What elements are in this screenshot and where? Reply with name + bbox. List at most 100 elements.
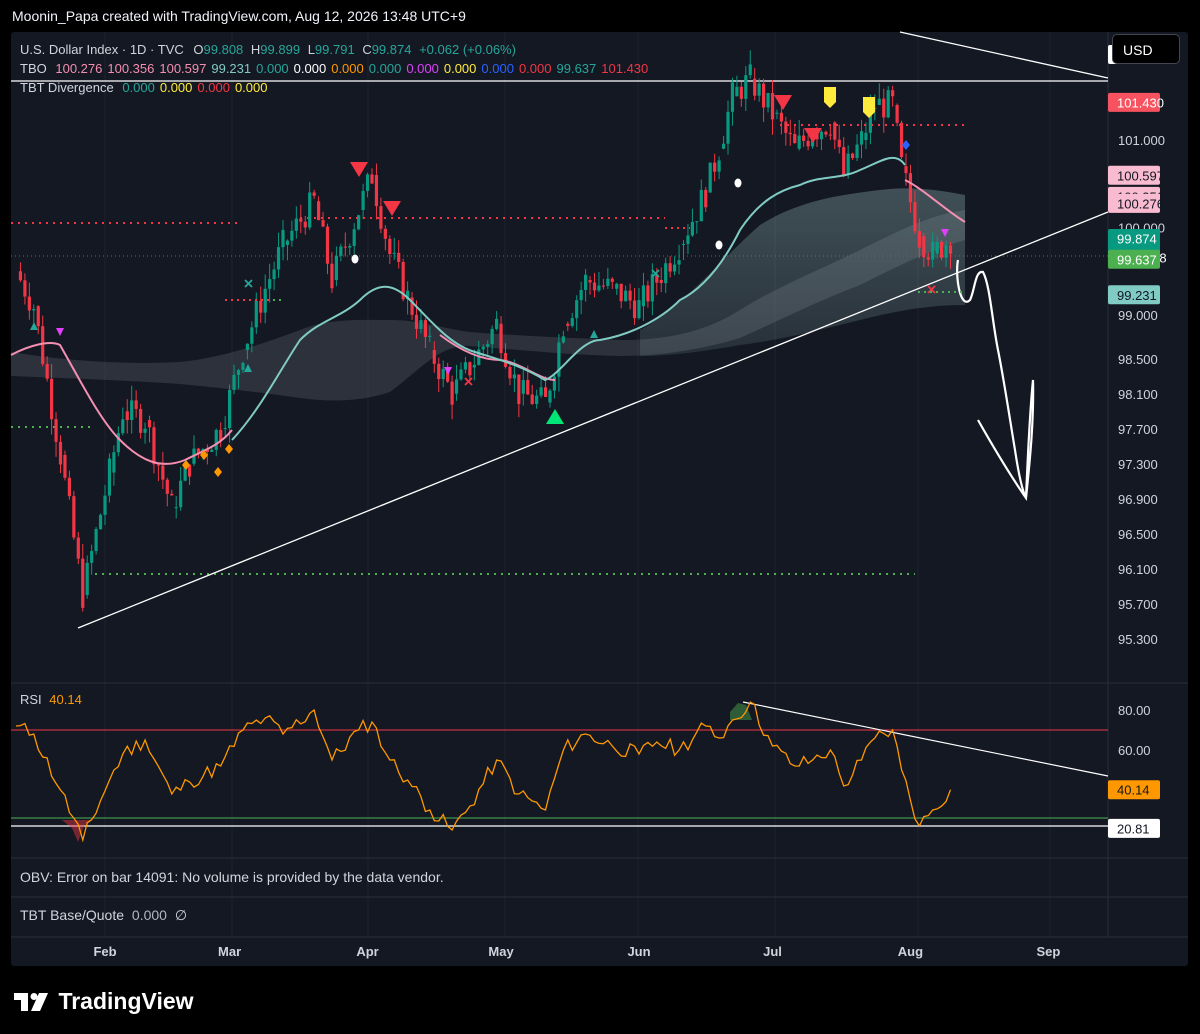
candle-body [27, 296, 31, 311]
candle-body [179, 480, 183, 508]
candle-body [851, 153, 855, 159]
chart-frame[interactable] [11, 32, 1188, 966]
rsi-overbought-fill [730, 703, 752, 720]
candle-body [824, 131, 828, 135]
tbt-base-pane[interactable]: TBT Base/Quote 0.000 ∅ [20, 907, 187, 924]
candle-body [423, 320, 427, 337]
candle-body [904, 166, 908, 174]
candle-body [859, 131, 864, 145]
candle-body [668, 263, 672, 272]
rsi-axis-ticks: 80.00 60.00 [1118, 703, 1151, 758]
candle-body [401, 261, 405, 300]
candle-body [917, 231, 921, 248]
tradingview-logo[interactable]: TradingView [14, 988, 194, 1015]
price-tick-label: 99.000 [1118, 308, 1158, 323]
time-tick-label: Aug [898, 944, 923, 959]
tbt-value: 0.000 [197, 80, 230, 95]
candle-body [624, 290, 628, 302]
rsi-axis-labels: 40.14 20.81 [1108, 780, 1160, 838]
candle-body [183, 464, 187, 481]
tbt-value: 0.000 [234, 80, 268, 95]
candle-body [690, 221, 694, 236]
candle-body [793, 134, 797, 144]
legend-tbo-label[interactable]: TBO [20, 61, 47, 76]
price-tick-label: 95.700 [1118, 597, 1158, 612]
candle-body [561, 336, 565, 343]
legend-tbt-row[interactable]: TBT Divergence 0.000 0.000 0.000 0.000 [20, 78, 648, 97]
sell-triangle-marker [804, 128, 822, 143]
time-tick-label: Jul [763, 944, 782, 959]
candle-body [228, 389, 232, 429]
rsi-pane [11, 701, 1109, 843]
candle-body [214, 429, 218, 450]
candle-body [868, 108, 872, 133]
candle-body [695, 221, 699, 223]
candle-body [721, 143, 726, 149]
candle-body [36, 306, 40, 327]
candle-body [770, 92, 775, 120]
candle-body [437, 363, 441, 380]
candle-body [232, 374, 236, 390]
legend-tbt-values: 0.000 0.000 0.000 0.000 [117, 80, 267, 95]
price-label: 100.597 [1108, 165, 1164, 185]
candle-body [432, 350, 436, 364]
price-label-value: 100.597 [1117, 168, 1164, 183]
candle-body [454, 379, 459, 394]
legend-main-row[interactable]: U.S. Dollar Index · 1D · TVC O99.808 H99… [20, 40, 648, 59]
candle-body [174, 507, 178, 509]
candle-body [592, 282, 597, 291]
price-tick-label: 98.500 [1118, 352, 1158, 367]
tbo-value: 100.356 [107, 61, 155, 76]
tradingview-logo-icon [14, 992, 48, 1011]
candle-body [681, 243, 686, 245]
legend: U.S. Dollar Index · 1D · TVC O99.808 H99… [20, 40, 648, 97]
legend-open-label: O [193, 42, 204, 57]
candle-body [45, 363, 49, 379]
candle-body [317, 201, 321, 221]
candle-body [855, 144, 859, 159]
hand-drawn-arrow [956, 259, 1035, 502]
price-axis-labels: 101.977101.430100.597100.356100.27699.87… [1108, 45, 1167, 305]
legend-tbo-row[interactable]: TBO 100.276 100.356 100.597 99.231 0.000 0.00… [20, 59, 648, 78]
price-tick-label: 97.700 [1118, 422, 1158, 437]
price-tick-label: 101.000 [1118, 133, 1165, 148]
price-label-value: 101.430 [1117, 95, 1164, 110]
currency-button[interactable]: USD [1112, 34, 1180, 64]
price-label-value: 99.874 [1117, 232, 1157, 247]
candle-body [530, 394, 534, 404]
legend-close: 99.874 [371, 42, 412, 57]
tbo-value: 100.276 [55, 61, 103, 76]
candle-body [263, 288, 267, 313]
tbt-base-label[interactable]: TBT Base/Quote [20, 907, 125, 923]
candle-body [294, 218, 298, 231]
candle-body [931, 241, 935, 260]
tbo-value: 100.597 [159, 61, 207, 76]
candle-body [308, 192, 312, 228]
candle-body [139, 408, 143, 433]
price-tick-label: 95.300 [1118, 632, 1158, 647]
legend-tbt-label[interactable]: TBT Divergence [20, 80, 114, 95]
candle-body [539, 387, 543, 396]
candle-body [579, 289, 583, 301]
rsi-legend-label[interactable]: RSI [20, 692, 42, 707]
candle-body [632, 300, 637, 319]
candle-body [864, 132, 868, 140]
candle-body [735, 86, 739, 97]
candle-body [846, 153, 850, 175]
candle-body [343, 246, 347, 248]
legend-symbol[interactable]: U.S. Dollar Index · 1D · TVC [20, 42, 184, 57]
yellow-flag-marker [863, 97, 875, 118]
price-label-value: 100.276 [1117, 196, 1164, 211]
candle-body [646, 285, 650, 302]
candle-body [570, 318, 574, 326]
rsi-tick-label: 60.00 [1118, 743, 1151, 758]
candle-body [41, 326, 45, 364]
candle-body [245, 343, 249, 350]
candle-body [659, 280, 663, 284]
rsi-legend[interactable]: RSI 40.14 [20, 692, 82, 707]
trend-top-line [899, 31, 1109, 79]
candle-body [730, 82, 735, 112]
candle-body [130, 400, 134, 421]
candle-body [81, 558, 85, 608]
